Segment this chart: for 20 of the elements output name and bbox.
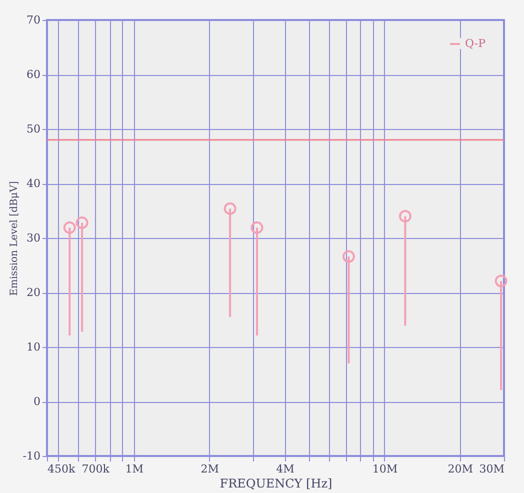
x-tick-label: 30M <box>479 462 504 476</box>
y-tick-label: 70 <box>26 14 40 26</box>
y-tick-label: 40 <box>26 177 40 190</box>
x-tick-label: 20M <box>448 462 474 476</box>
y-tick-label: -10 <box>22 450 40 462</box>
y-tick-label: 50 <box>26 122 40 136</box>
y-tick-label: 0 <box>34 395 40 408</box>
legend-label: Q-P <box>465 37 486 50</box>
y-tick-label: 20 <box>26 286 40 299</box>
y-axis-title: Emission Level [dBμV] <box>8 180 20 296</box>
x-tick-label: 10M <box>372 462 398 476</box>
x-tick-label: 1M <box>125 462 144 476</box>
x-tick-label: 450k <box>48 462 76 476</box>
y-tick-label: 30 <box>26 232 40 244</box>
x-tick-label: 700k <box>82 462 110 476</box>
y-tick-label: 60 <box>26 68 40 81</box>
x-tick-label: 4M <box>276 462 294 476</box>
y-tick-label: 10 <box>26 340 40 354</box>
x-axis-title: FREQUENCY [Hz] <box>220 476 332 490</box>
x-tick-label: 2M <box>200 462 219 476</box>
